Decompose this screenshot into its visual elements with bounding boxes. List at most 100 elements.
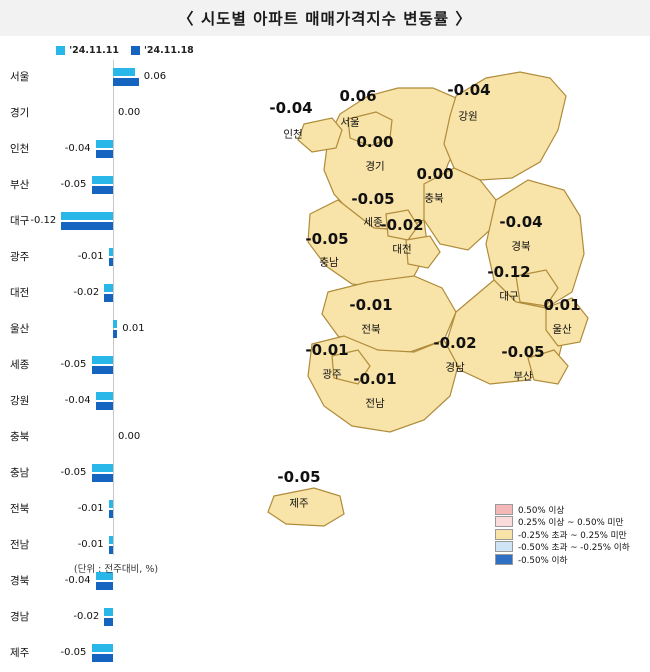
map-value-충남: -0.05	[305, 230, 349, 248]
region-daejeon	[405, 235, 441, 269]
bar-row: 강원 -0.04	[8, 384, 223, 420]
page-title: 〈 시도별 아파트 매매가격지수 변동률 〉	[178, 10, 472, 28]
map-name-대구: 대구	[499, 290, 519, 303]
bar-1	[95, 140, 113, 148]
bar-category-label: 울산	[10, 323, 30, 335]
bar-2	[104, 294, 113, 302]
bar-1	[104, 608, 113, 616]
map-legend: 0.50% 이상 0.25% 이상 ~ 0.50% 미만 -0.25% 초과 ~ 0…	[495, 503, 645, 566]
bar-row: 전북 -0.01	[8, 492, 223, 528]
bar-value-label: 0.00	[118, 107, 141, 118]
unit-note: (단위 : 전주대비, %)	[73, 564, 159, 575]
bar-2	[95, 150, 113, 158]
bar-2	[104, 618, 113, 626]
map-shapes	[267, 71, 589, 527]
map-legend-label: -0.25% 초과 ~ 0.25% 미만	[518, 530, 627, 541]
map-name-충남: 충남	[319, 256, 339, 269]
legend-label: '24.11.18	[144, 44, 194, 56]
map-legend-swatch-icon	[495, 541, 513, 553]
map-name-인천: 인천	[283, 128, 303, 141]
bar-1	[95, 392, 113, 400]
bar-1	[108, 500, 113, 508]
region-gwangju	[331, 349, 371, 385]
bar-row: 경기 0.00	[8, 96, 223, 132]
bar-row: 경남 -0.02	[8, 600, 223, 636]
bar-2	[95, 582, 113, 590]
region-gangwon	[443, 71, 567, 181]
map-name-울산: 울산	[552, 323, 572, 336]
map-legend-row: 0.50% 이상	[495, 503, 645, 516]
bar-row: 광주 -0.01	[8, 240, 223, 276]
legend-swatch-icon	[56, 45, 66, 55]
bar-category-label: 세종	[10, 359, 30, 371]
bar-chart-zero-axis	[113, 60, 114, 555]
bar-category-label: 대구	[10, 215, 30, 227]
bar-value-label: -0.01	[77, 539, 104, 550]
legend-item-2: '24.11.18	[131, 45, 194, 56]
bar-2	[108, 546, 113, 554]
map-legend-swatch-icon	[495, 516, 513, 528]
bar-row: 울산 0.01	[8, 312, 223, 348]
bar-value-label: -0.01	[77, 503, 104, 514]
map-legend-row: -0.25% 초과 ~ 0.25% 미만	[495, 528, 645, 541]
map-value-서울: 0.06	[339, 87, 377, 105]
map-name-경기: 경기	[365, 160, 385, 173]
map-name-경북: 경북	[511, 240, 531, 253]
region-gyeongbuk	[485, 179, 585, 309]
map-name-충북: 충북	[424, 192, 444, 205]
bar-row: 제주 -0.05	[8, 636, 223, 672]
map-name-부산: 부산	[513, 370, 533, 383]
bar-row: 충북 0.00	[8, 420, 223, 456]
map-name-세종: 세종	[363, 216, 383, 229]
bar-value-label: -0.04	[64, 575, 91, 586]
map-legend-swatch-icon	[495, 553, 513, 565]
bar-row: 세종 -0.05	[8, 348, 223, 384]
bar-category-label: 인천	[10, 143, 30, 155]
bar-value-label: 0.01	[122, 323, 145, 334]
map-value-전북: -0.01	[349, 296, 393, 314]
bar-1	[113, 320, 118, 328]
map-value-충북: 0.00	[416, 165, 454, 183]
bar-category-label: 제주	[10, 647, 30, 659]
map-name-제주: 제주	[289, 497, 309, 510]
map-value-광주: -0.01	[305, 341, 349, 359]
title-bar: 〈 시도별 아파트 매매가격지수 변동률 〉	[0, 0, 650, 36]
map-legend-label: 0.25% 이상 ~ 0.50% 미만	[518, 518, 624, 529]
bar-category-label: 충남	[10, 467, 30, 479]
bar-row: 대전 -0.02	[8, 276, 223, 312]
bar-2	[91, 366, 113, 374]
map-name-전북: 전북	[361, 323, 381, 336]
map-legend-label: -0.50% 이하	[518, 555, 568, 566]
map-value-대전: -0.02	[380, 216, 424, 234]
map-legend-row: -0.50% 초과 ~ -0.25% 이하	[495, 541, 645, 553]
map-legend-row: -0.50% 이하	[495, 553, 645, 566]
bar-row: 경북 -0.04	[8, 564, 223, 600]
bar-2	[108, 258, 113, 266]
map-name-강원: 강원	[458, 110, 478, 123]
bar-value-label: -0.04	[64, 143, 91, 154]
bar-category-label: 부산	[10, 179, 30, 191]
map-name-경남: 경남	[445, 361, 465, 374]
map-value-경북: -0.04	[499, 213, 543, 231]
region-jeju	[267, 487, 345, 527]
bar-value-label: -0.02	[73, 611, 100, 622]
bar-value-label: -0.01	[77, 251, 104, 262]
bar-1	[104, 284, 113, 292]
series-legend: '24.11.11 '24.11.18	[30, 42, 220, 58]
map-legend-swatch-icon	[495, 503, 513, 515]
bar-row: 대구 -0.12	[8, 204, 223, 240]
bar-row: 부산 -0.05	[8, 168, 223, 204]
map-legend-swatch-icon	[495, 528, 513, 540]
map-value-울산: 0.01	[543, 296, 581, 314]
region-busan	[527, 349, 569, 385]
bar-1	[91, 356, 113, 364]
bar-row: 충남 -0.05	[8, 456, 223, 492]
bar-2	[91, 654, 113, 662]
map-value-전남: -0.01	[353, 370, 397, 388]
bar-category-label: 강원	[10, 395, 30, 407]
bar-1	[91, 464, 113, 472]
map-name-서울: 서울	[340, 116, 360, 129]
region-ulsan	[545, 297, 589, 347]
legend-swatch-icon	[131, 45, 140, 55]
bar-1	[91, 644, 113, 652]
